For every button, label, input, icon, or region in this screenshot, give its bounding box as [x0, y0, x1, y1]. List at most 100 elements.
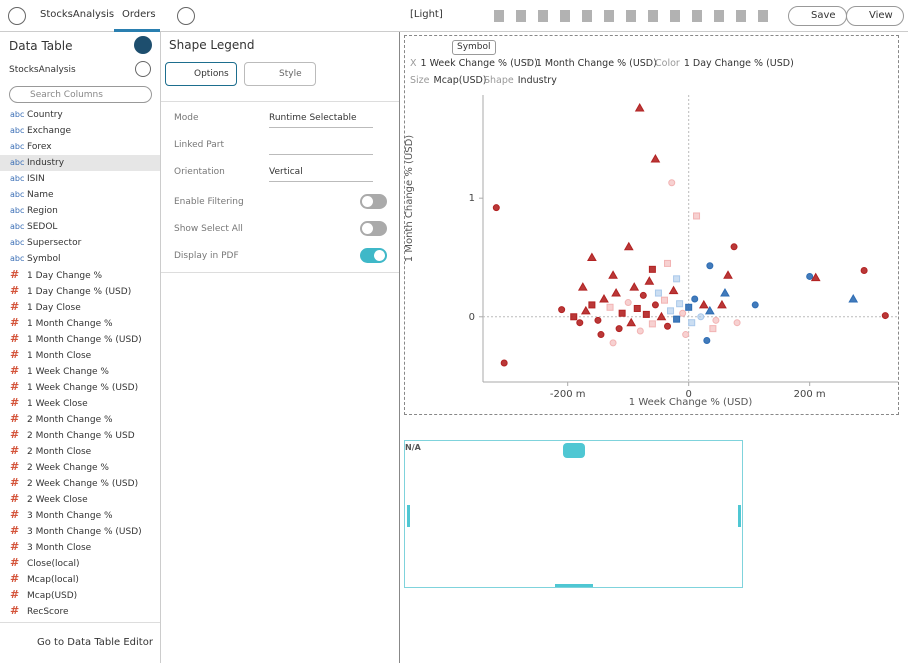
x-tick-label: 0 — [685, 389, 691, 400]
toggle[interactable] — [360, 221, 387, 236]
search-box[interactable]: Search Columns — [9, 86, 152, 103]
point — [730, 243, 738, 251]
column-item[interactable]: #2 Month Change % USD — [0, 427, 160, 443]
column-item[interactable]: abc SEDOL — [0, 219, 160, 235]
column-item[interactable]: # Close(local) — [0, 555, 160, 571]
edit-source[interactable] — [135, 61, 151, 77]
mapping-value[interactable]: 1 Day Change % (USD) — [683, 58, 794, 69]
column-name: 1 Month Change % (USD) — [27, 335, 142, 345]
toggle[interactable] — [360, 194, 387, 209]
point — [693, 212, 701, 220]
column-item[interactable]: #1 Month Close — [0, 347, 160, 363]
column-item[interactable]: #3 Month Change % — [0, 507, 160, 523]
column-item[interactable]: #1 Day Change % (USD) — [0, 283, 160, 299]
column-type: # — [10, 348, 20, 361]
column-type: # — [10, 476, 20, 489]
column-item[interactable]: abc ISIN — [0, 171, 160, 187]
column-item[interactable]: # Mcap(USD) — [0, 587, 160, 603]
point — [633, 304, 641, 312]
options-tab[interactable]: Options — [165, 62, 237, 86]
view-button[interactable]: View — [846, 6, 904, 26]
tab[interactable]: Orders — [122, 9, 156, 20]
field-value[interactable]: Vertical — [269, 167, 373, 182]
column-type: abc — [10, 110, 25, 119]
column-type: # — [10, 460, 20, 473]
point — [648, 320, 656, 328]
column-item[interactable]: #3 Month Change % (USD) — [0, 523, 160, 539]
point — [606, 303, 614, 311]
column-item[interactable]: #2 Month Change % — [0, 411, 160, 427]
mapping-value[interactable]: 1 Week Change % (USD) — [420, 58, 538, 69]
column-item[interactable]: abc Symbol — [0, 251, 160, 267]
column-item[interactable]: #1 Month Change % — [0, 315, 160, 331]
column-name: 1 Week Close — [27, 399, 88, 409]
panel-title: Data Table — [9, 39, 73, 53]
column-item[interactable]: abc Region — [0, 203, 160, 219]
column-item[interactable]: #2 Month Close — [0, 443, 160, 459]
column-item[interactable]: abc Exchange — [0, 123, 160, 139]
point — [673, 275, 681, 283]
point — [608, 270, 618, 279]
column-item[interactable]: #3 Month Close — [0, 539, 160, 555]
column-item[interactable]: abc Country — [0, 107, 160, 123]
source-select[interactable]: StocksAnalysis — [9, 65, 76, 75]
point — [682, 331, 690, 339]
point — [668, 285, 679, 295]
column-type: # — [10, 364, 20, 377]
column-item[interactable]: #1 Day Change % — [0, 267, 160, 283]
add-column[interactable] — [134, 36, 152, 54]
toggle[interactable] — [360, 248, 387, 263]
column-item[interactable]: # RecScore — [0, 603, 160, 619]
point — [651, 301, 659, 309]
field-value[interactable] — [269, 140, 373, 155]
mapping: Size Mcap(USD) — [410, 75, 487, 86]
column-item[interactable]: #2 Week Change % — [0, 459, 160, 475]
mapping-value[interactable]: 1 Month Change % (USD) — [535, 58, 657, 69]
mapping-key: Y — [526, 58, 532, 69]
column-item[interactable]: #1 Week Change % (USD) — [0, 379, 160, 395]
point — [691, 295, 699, 303]
mapping-key: X — [410, 58, 417, 69]
toolbar: StocksAnalysis Orders [Light] Save View — [0, 0, 908, 32]
theme-select[interactable]: [Light] — [410, 9, 443, 20]
point — [615, 325, 623, 333]
point — [500, 359, 508, 367]
add-tab[interactable] — [177, 7, 195, 25]
column-item[interactable]: abc Industry — [0, 155, 160, 171]
column-item[interactable]: #1 Week Close — [0, 395, 160, 411]
column-item[interactable]: #1 Week Change % — [0, 363, 160, 379]
mapping-value[interactable]: Industry — [517, 75, 557, 86]
editor-link[interactable]: Go to Data Table Editor — [37, 637, 153, 648]
column-name: 2 Week Close — [27, 495, 88, 505]
column-item[interactable]: abc Supersector — [0, 235, 160, 251]
save-button[interactable]: Save — [788, 6, 847, 26]
style-tab[interactable]: Style — [244, 62, 316, 86]
column-item[interactable]: #1 Day Close — [0, 299, 160, 315]
point — [629, 282, 640, 291]
point — [660, 296, 668, 304]
column-name: Region — [27, 206, 58, 216]
mapping: Color 1 Day Change % (USD) — [655, 58, 794, 69]
symbol-button[interactable]: Symbol — [452, 40, 496, 55]
column-item[interactable]: abc Forex — [0, 139, 160, 155]
toggle-label: Show Select All — [174, 224, 243, 234]
column-type: # — [10, 492, 20, 505]
column-name: 2 Month Change % USD — [27, 431, 135, 441]
point — [720, 288, 730, 297]
back-button[interactable] — [8, 7, 26, 25]
column-item[interactable]: #2 Week Close — [0, 491, 160, 507]
tab[interactable]: StocksAnalysis — [40, 9, 115, 20]
column-item[interactable]: #1 Month Change % (USD) — [0, 331, 160, 347]
column-type: abc — [10, 238, 25, 247]
point — [492, 204, 500, 212]
column-item[interactable]: abc Name — [0, 187, 160, 203]
column-item[interactable]: #2 Week Change % (USD) — [0, 475, 160, 491]
point — [577, 282, 588, 291]
field-value[interactable]: Runtime Selectable — [269, 113, 373, 128]
column-item[interactable]: # Mcap(local) — [0, 571, 160, 587]
mapping-value[interactable]: Mcap(USD) — [433, 75, 487, 86]
point — [717, 299, 727, 309]
point — [576, 319, 584, 327]
point — [639, 291, 647, 299]
column-name: 3 Month Close — [27, 543, 92, 553]
